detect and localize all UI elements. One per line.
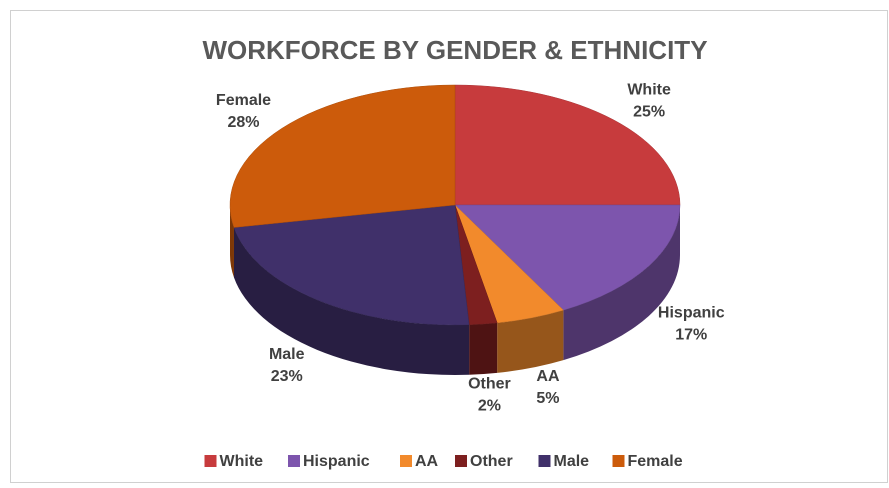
pie-side: [469, 322, 498, 375]
pie-side: [233, 227, 470, 375]
legend-label: Male: [554, 453, 590, 470]
data-label-name: AA: [536, 368, 560, 385]
legend-swatch: [204, 455, 217, 467]
data-label-value: 25%: [633, 104, 665, 121]
pie-slice: [454, 204, 681, 311]
data-label-value: 2%: [478, 397, 501, 414]
legend-label: Other: [470, 453, 513, 470]
data-label-value: 23%: [271, 368, 303, 385]
data-label-name: White: [627, 82, 671, 99]
data-label-name: Female: [216, 92, 271, 109]
data-label-name: Male: [269, 346, 305, 363]
legend-label: Female: [628, 453, 683, 470]
legend-label: AA: [415, 453, 439, 470]
pie-side: [230, 205, 234, 278]
data-label-value: 28%: [227, 114, 259, 131]
legend-swatch: [455, 455, 467, 467]
legend-swatch: [612, 455, 625, 467]
legend-label: White: [220, 453, 264, 470]
legend-swatch: [288, 455, 300, 467]
pie-slice: [233, 204, 470, 326]
data-label-name: Other: [468, 375, 511, 392]
pie-slice: [229, 84, 456, 228]
pie-side: [497, 310, 564, 373]
legend-swatch: [400, 455, 412, 467]
pie-slice: [454, 84, 681, 206]
legend-swatch: [538, 455, 551, 467]
data-label-value: 17%: [675, 327, 707, 344]
legend-label: Hispanic: [303, 453, 370, 470]
data-label-name: Hispanic: [658, 305, 725, 322]
chart-title: WORKFORCE BY GENDER & ETHNICITY: [202, 35, 707, 65]
data-label-value: 5%: [536, 390, 559, 407]
pie-side: [563, 205, 680, 361]
